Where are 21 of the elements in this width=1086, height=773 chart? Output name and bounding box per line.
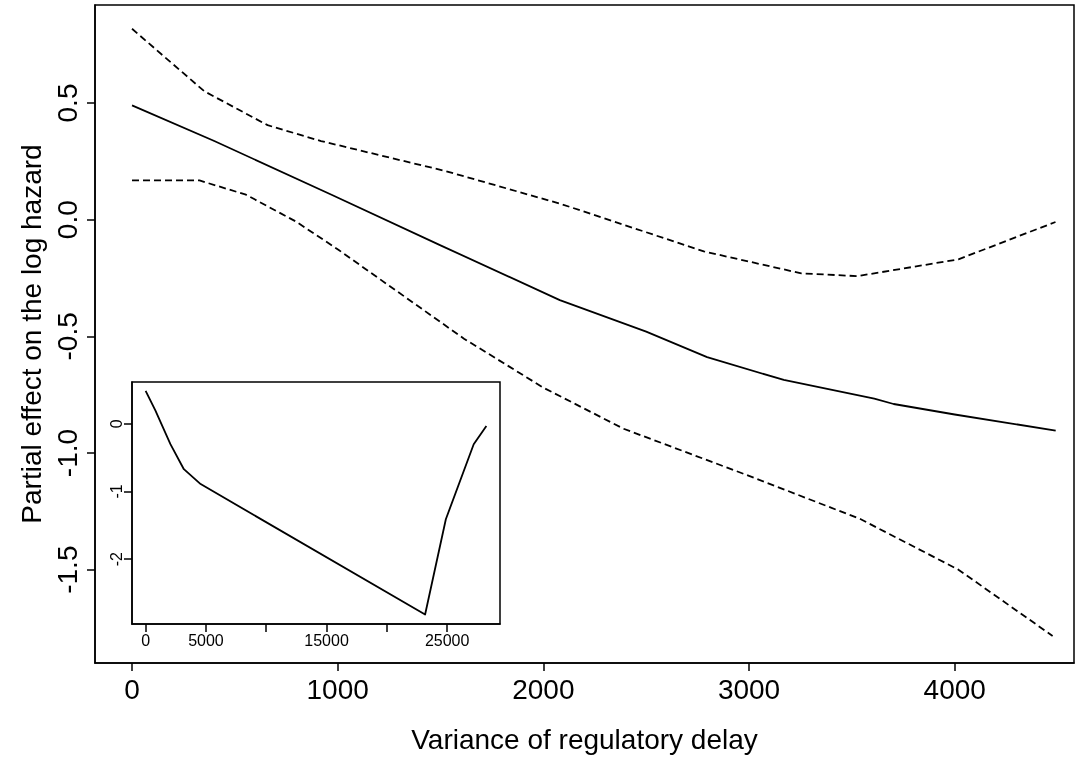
x-tick-label: 25000	[424, 631, 470, 649]
y-tick-label: 0.5	[51, 83, 83, 123]
line-series	[144, 389, 488, 616]
x-tick-label: 3000	[717, 673, 781, 705]
y-tick-label: 0	[107, 419, 125, 429]
line-series	[131, 104, 1057, 432]
x-tick-label: 15000	[304, 631, 349, 649]
x-axis-title: Variance of regulatory delay	[411, 723, 758, 755]
y-tick-label: -2	[107, 551, 125, 567]
x-tick-label: 1000	[306, 673, 369, 705]
x-tick-label: 5000	[188, 631, 224, 649]
line-series	[131, 27, 1057, 278]
x-tick-label: 0	[141, 631, 151, 649]
y-tick-label: -1.5	[51, 545, 83, 594]
y-tick-label: -0.5	[51, 312, 83, 361]
y-tick-label: 0.0	[51, 200, 83, 240]
y-axis-title: Partial effect on the log hazard	[15, 144, 47, 524]
x-tick-label: 2000	[512, 673, 575, 705]
x-tick-label: 4000	[923, 673, 986, 705]
y-tick-label: -1.0	[51, 428, 83, 478]
y-tick-label: -1	[107, 484, 125, 499]
